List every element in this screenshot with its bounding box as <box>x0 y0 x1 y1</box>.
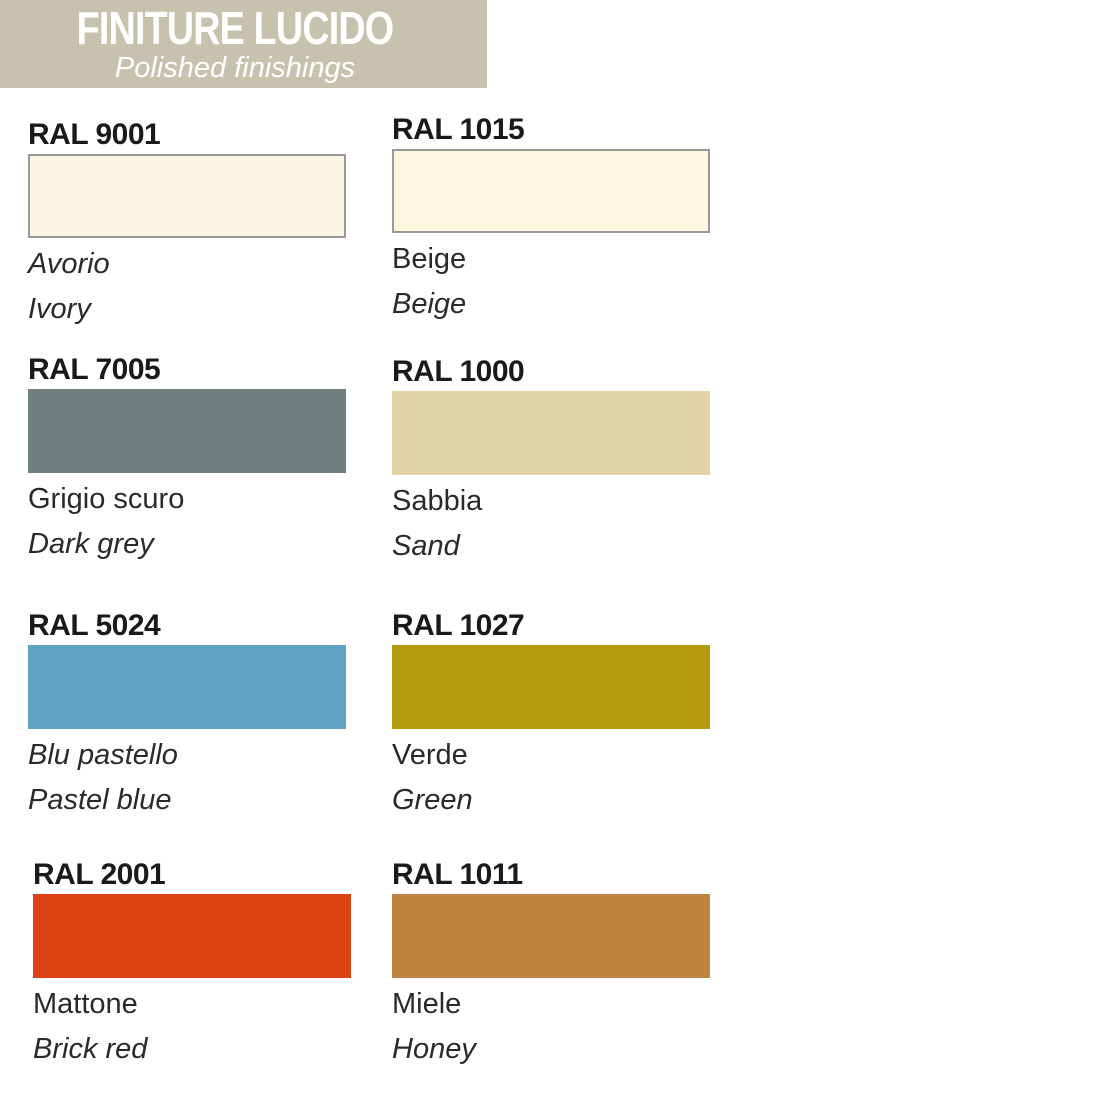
color-card: RAL 2001 Mattone Brick red <box>33 858 353 1072</box>
color-name-english: Green <box>392 784 473 816</box>
color-name-english: Sand <box>392 530 460 562</box>
color-swatch <box>392 894 710 978</box>
ral-code: RAL 2001 <box>33 858 166 891</box>
color-name-italian: Miele <box>392 988 462 1020</box>
ral-code: RAL 7005 <box>28 353 161 386</box>
color-card: RAL 5024 Blu pastello Pastel blue <box>28 609 348 823</box>
color-name-italian: Verde <box>392 739 468 771</box>
page-title: FINITURE LUCIDO <box>76 2 395 54</box>
color-name-english: Dark grey <box>28 528 154 560</box>
page-subtitle: Polished finishings <box>114 52 356 84</box>
ral-code: RAL 1027 <box>392 609 525 642</box>
color-name-italian: Beige <box>392 243 467 275</box>
color-card: RAL 9001 Avorio Ivory <box>28 118 348 332</box>
ral-code: RAL 1015 <box>392 113 525 146</box>
color-name-italian: Grigio scuro <box>28 483 185 515</box>
ral-code: RAL 5024 <box>28 609 161 642</box>
color-swatch <box>392 149 710 233</box>
color-name-italian: Sabbia <box>392 485 483 517</box>
color-swatch <box>392 391 710 475</box>
color-name-english: Pastel blue <box>28 784 172 816</box>
color-name-english: Ivory <box>28 293 91 325</box>
color-swatch <box>28 645 346 729</box>
color-swatch <box>33 894 351 978</box>
color-card: RAL 1027 Verde Green <box>392 609 712 823</box>
color-name-italian: Blu pastello <box>28 739 178 771</box>
color-name-italian: Mattone <box>33 988 138 1020</box>
color-swatch <box>28 389 346 473</box>
color-name-english: Beige <box>392 288 467 320</box>
color-swatch <box>392 645 710 729</box>
ral-code: RAL 9001 <box>28 118 161 151</box>
color-name-english: Brick red <box>33 1033 148 1065</box>
header-band: FINITURE LUCIDO Polished finishings <box>0 0 487 88</box>
color-name-english: Honey <box>392 1033 476 1065</box>
color-card: RAL 1000 Sabbia Sand <box>392 355 712 569</box>
color-name-italian: Avorio <box>28 248 110 280</box>
color-swatch <box>28 154 346 238</box>
ral-code: RAL 1011 <box>392 858 523 891</box>
color-card: RAL 1015 Beige Beige <box>392 113 712 327</box>
ral-code: RAL 1000 <box>392 355 525 388</box>
color-card: RAL 1011 Miele Honey <box>392 858 712 1072</box>
color-card: RAL 7005 Grigio scuro Dark grey <box>28 353 348 567</box>
